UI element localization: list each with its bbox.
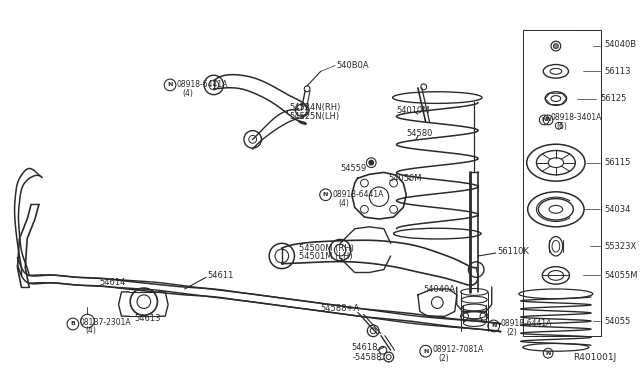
Text: (4): (4) [182,89,193,98]
Text: 54055: 54055 [604,317,630,326]
Text: 54618: 54618 [352,343,378,352]
Text: 54500M (RH): 54500M (RH) [300,244,354,253]
Text: 08918-6441A: 08918-6441A [500,320,552,328]
Circle shape [554,44,558,48]
Text: 54010M: 54010M [397,106,430,115]
Text: N: N [545,351,551,356]
Text: -54588: -54588 [353,353,382,362]
Text: 56110K: 56110K [497,247,529,256]
Circle shape [369,160,374,165]
Text: 54050M: 54050M [388,174,422,183]
Text: 08912-7081A: 08912-7081A [433,345,484,354]
Text: 08918-6441A: 08918-6441A [332,190,384,199]
Text: N: N [423,349,428,354]
Text: 08918-3401A: 08918-3401A [550,113,602,122]
Text: 56125: 56125 [600,94,627,103]
Text: (2): (2) [438,353,449,362]
Text: N: N [323,192,328,197]
Text: 08918-6441A: 08918-6441A [177,80,228,89]
Text: 54501M (LH): 54501M (LH) [300,253,353,262]
Text: 54588+A: 54588+A [321,304,360,313]
Text: 54040B: 54040B [604,39,637,49]
Text: 55323X: 55323X [604,242,637,251]
Text: (4): (4) [86,326,97,335]
Text: N: N [168,83,173,87]
Text: N: N [491,323,497,328]
Text: 54525N(LH): 54525N(LH) [290,112,340,121]
Text: 081B7-2301A: 081B7-2301A [80,318,131,327]
Text: (6): (6) [556,122,567,131]
Text: 54034: 54034 [604,205,631,214]
Text: 54614: 54614 [99,278,125,287]
Text: R401001J: R401001J [573,353,616,362]
Text: 56113: 56113 [604,67,631,76]
Text: 54580: 54580 [406,129,433,138]
Text: 54040A: 54040A [424,285,456,294]
Text: (4): (4) [338,199,349,208]
Text: 54524N(RH): 54524N(RH) [290,103,341,112]
Text: 54055M: 54055M [604,271,638,280]
Text: (2): (2) [506,328,517,337]
Text: 540B0A: 540B0A [336,61,369,70]
Text: B: B [70,321,76,327]
Text: 54611: 54611 [207,271,234,280]
Text: 54613: 54613 [134,314,161,323]
Text: 54559: 54559 [340,164,366,173]
Text: N: N [541,118,547,122]
Text: N: N [545,118,551,122]
Text: 56115: 56115 [604,158,631,167]
